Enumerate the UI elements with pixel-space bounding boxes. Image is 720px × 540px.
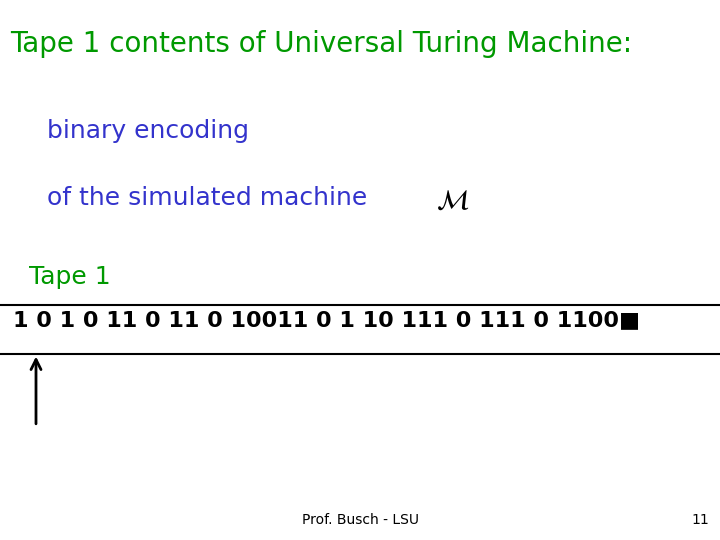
Text: Tape 1 contents of Universal Turing Machine:: Tape 1 contents of Universal Turing Mach… [10,30,632,58]
Text: Prof. Busch - LSU: Prof. Busch - LSU [302,512,418,526]
Text: $\mathcal{M}$: $\mathcal{M}$ [436,186,469,214]
Text: of the simulated machine: of the simulated machine [47,186,367,210]
Text: 1 0 1 0 11 0 11 0 10011 0 1 10 111 0 111 0 1100■: 1 0 1 0 11 0 11 0 10011 0 1 10 111 0 111… [13,310,640,330]
Text: 11: 11 [691,512,709,526]
Text: Tape 1: Tape 1 [29,265,110,288]
Text: binary encoding: binary encoding [47,119,249,143]
